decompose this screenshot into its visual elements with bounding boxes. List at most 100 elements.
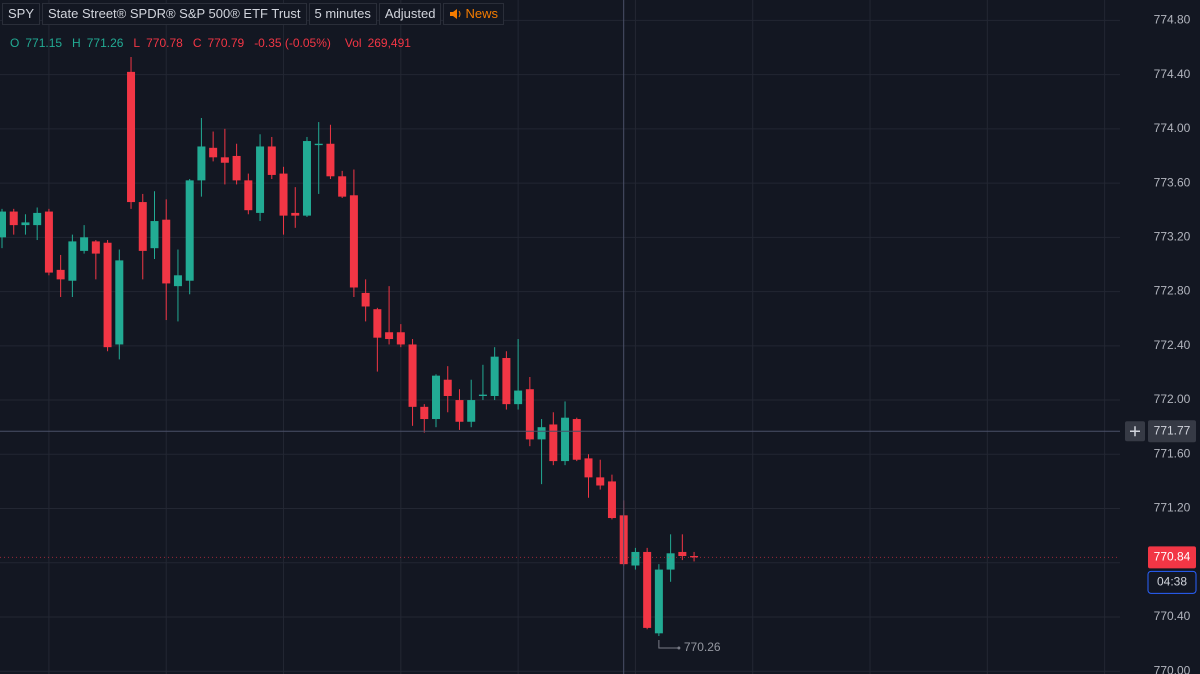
candle-body: [220, 157, 229, 163]
candle-body: [138, 202, 147, 251]
candle-body: [256, 146, 265, 213]
y-tick-label: 772.00: [1154, 392, 1191, 406]
candle-body: [314, 143, 323, 146]
candle-body: [584, 458, 593, 478]
candle-body: [173, 275, 182, 287]
y-tick-label: 770.00: [1154, 663, 1191, 674]
candle-body: [478, 394, 487, 396]
candle-body: [408, 344, 417, 407]
candle-body: [385, 332, 394, 340]
candle-body: [150, 221, 159, 249]
change: -0.35 (-0.05%): [254, 36, 331, 50]
y-tick-label: 774.00: [1154, 121, 1191, 135]
y-tick-label: 771.20: [1154, 501, 1191, 515]
candle-body: [514, 390, 523, 405]
high-label: H: [72, 36, 81, 50]
candle-body: [127, 71, 136, 203]
candle-body: [490, 356, 499, 396]
candle-body: [197, 146, 206, 181]
candle-body: [68, 241, 77, 281]
candle-body: [607, 481, 616, 519]
candle-body: [654, 569, 663, 634]
candle-body: [525, 389, 534, 440]
candle-body: [373, 309, 382, 338]
y-tick-label: 771.60: [1154, 446, 1191, 460]
y-tick-label: 774.80: [1154, 13, 1191, 27]
candle-body: [91, 241, 100, 254]
y-tick-label: 773.60: [1154, 175, 1191, 189]
candle-body: [690, 556, 699, 558]
y-tick-label: 772.40: [1154, 338, 1191, 352]
candle-body: [338, 176, 347, 197]
last-price-box: [1148, 546, 1196, 569]
candle-body: [103, 242, 112, 348]
high-value: 771.26: [86, 36, 124, 50]
candle-body: [678, 551, 687, 557]
candle-body: [432, 375, 441, 420]
candle-body: [185, 180, 194, 281]
close-label: C: [192, 36, 202, 50]
candle-body: [572, 419, 581, 460]
candle-body: [361, 292, 370, 307]
ohlc-legend: O 771.15 H 771.26 L 770.78 C 770.79 -0.3…: [10, 36, 411, 50]
candle-body: [549, 424, 558, 462]
low-marker-dot: [677, 646, 681, 650]
crosshair-plus: [1130, 426, 1140, 437]
candle-body: [162, 219, 171, 284]
crosshair-label-box: [1148, 420, 1196, 443]
y-tick-label: 772.80: [1154, 284, 1191, 298]
candle-body: [455, 400, 464, 422]
last-price-label: 770.84: [1154, 550, 1191, 564]
candle-body: [502, 358, 511, 405]
candle-body: [209, 147, 218, 158]
close-value: 770.79: [207, 36, 245, 50]
symbol[interactable]: SPY: [2, 3, 41, 25]
open-label: O: [10, 36, 20, 50]
candle-body: [44, 211, 53, 273]
candle-body: [643, 551, 652, 628]
news-button[interactable]: News: [443, 3, 504, 25]
candle-body: [443, 379, 452, 396]
candle-body: [291, 212, 300, 216]
candle-body: [596, 477, 605, 486]
candle-body: [302, 141, 311, 216]
candle-body: [115, 260, 124, 345]
candle-body: [21, 222, 30, 226]
low-value: 770.78: [146, 36, 183, 50]
instrument-name[interactable]: State Street® SPDR® S&P 500® ETF Trust: [42, 3, 307, 25]
news-icon: [450, 9, 461, 19]
candle-body: [267, 146, 276, 175]
candle-body: [33, 212, 42, 226]
candle-body: [279, 173, 288, 216]
candle-body: [631, 551, 640, 566]
interval[interactable]: 5 minutes: [308, 3, 377, 25]
countdown-box: [1147, 570, 1197, 594]
countdown-label: 04:38: [1157, 575, 1187, 589]
low-marker-line: [658, 640, 679, 649]
volume-value: 269,491: [367, 36, 411, 50]
candle-body: [420, 406, 429, 420]
candle-body: [80, 237, 89, 251]
open-value: 771.15: [25, 36, 63, 50]
candle-body: [244, 180, 253, 211]
candle-body: [0, 211, 6, 238]
y-tick-label: 774.40: [1154, 67, 1191, 81]
low-label: L: [133, 36, 141, 50]
volume-label: Vol: [344, 36, 362, 50]
candle-body: [56, 269, 65, 280]
header-bar: SPY State Street® SPDR® S&P 500® ETF Tru…: [2, 3, 504, 25]
candle-body: [561, 417, 570, 462]
candle-body: [326, 143, 335, 177]
news-label: News: [465, 6, 498, 21]
candle-body: [537, 427, 546, 440]
candle-body: [467, 400, 476, 422]
candle-body: [9, 211, 18, 226]
y-tick-label: 770.40: [1154, 609, 1191, 623]
adjustment[interactable]: Adjusted: [378, 3, 442, 25]
crosshair-label: 771.77: [1154, 423, 1191, 437]
candle-body: [396, 332, 405, 345]
candle-body: [349, 195, 358, 288]
candle-body: [666, 553, 675, 570]
